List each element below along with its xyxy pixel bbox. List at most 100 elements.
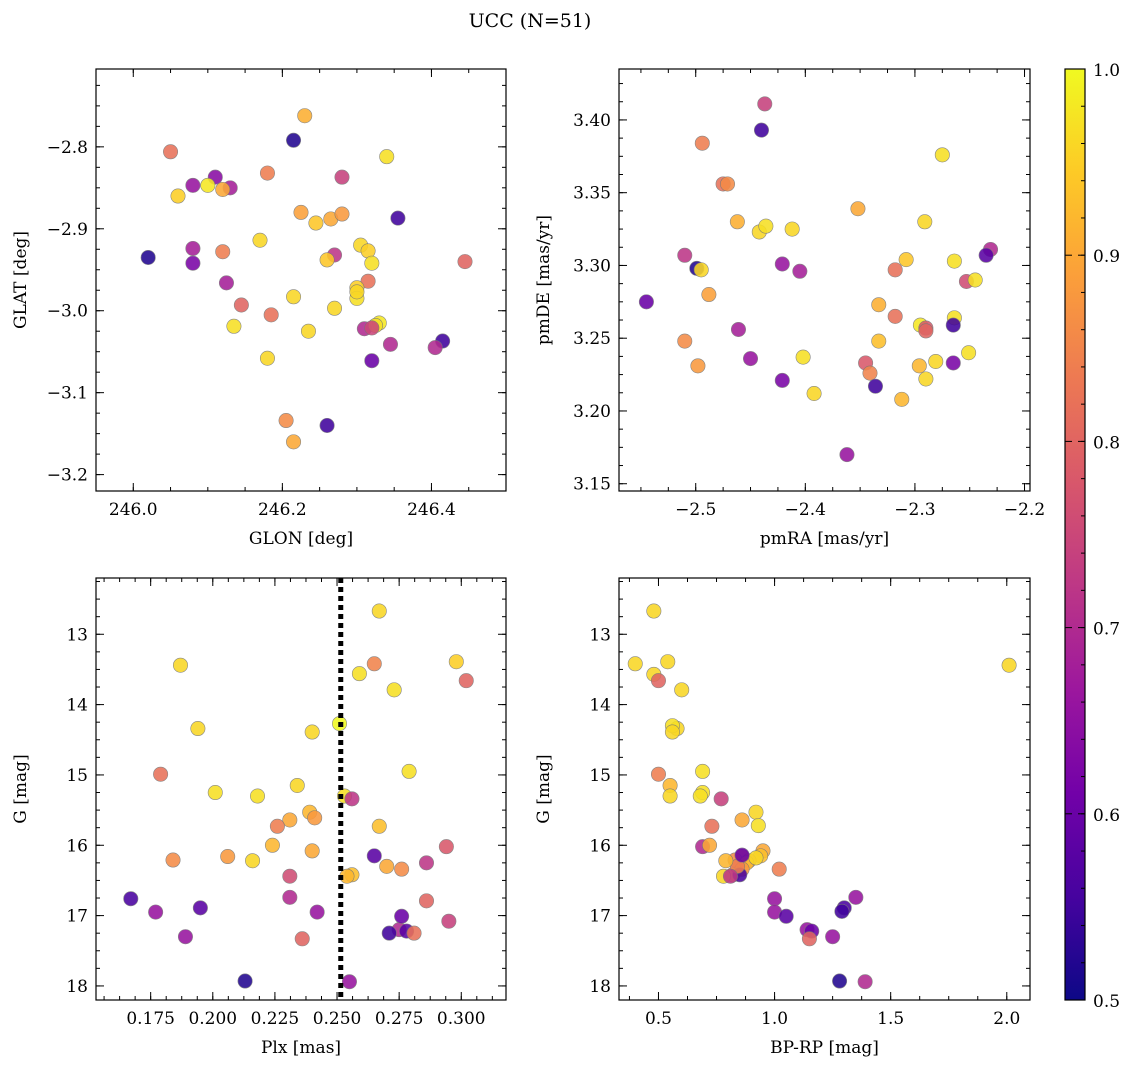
data-point	[192, 900, 208, 916]
y-tick-label: 3.20	[573, 402, 611, 422]
x-axis-label: Plx [mas]	[261, 1038, 341, 1058]
x-tick-label: 0.175	[126, 1009, 175, 1029]
data-point	[702, 837, 718, 853]
data-point	[694, 135, 710, 151]
data-point	[282, 889, 298, 905]
data-point	[978, 247, 994, 263]
data-point	[650, 673, 666, 689]
x-tick-label: 246.2	[258, 500, 307, 520]
data-point	[297, 108, 313, 124]
colorbar-gradient	[1064, 68, 1086, 1001]
data-point	[918, 323, 934, 339]
data-point	[170, 188, 186, 204]
data-point	[704, 818, 720, 834]
data-point	[801, 931, 817, 947]
data-point	[729, 214, 745, 230]
data-point	[701, 287, 717, 303]
y-tick-label: 13	[66, 625, 88, 645]
data-point	[638, 294, 654, 310]
y-tick-label: 14	[589, 696, 611, 716]
data-point	[887, 308, 903, 324]
y-tick-label: 14	[66, 696, 88, 716]
data-point	[341, 974, 357, 990]
data-point	[379, 858, 395, 874]
data-point	[252, 232, 268, 248]
data-point	[692, 788, 708, 804]
data-point	[928, 353, 944, 369]
axes-frame	[95, 577, 507, 1001]
data-point	[753, 122, 769, 138]
data-point	[1001, 657, 1017, 673]
y-axis-label: pmDE [mas/yr]	[534, 215, 554, 345]
data-point	[743, 351, 759, 367]
data-point	[401, 763, 417, 779]
data-point	[627, 656, 643, 672]
data-point	[945, 355, 961, 371]
data-point	[406, 925, 422, 941]
data-point	[720, 176, 736, 192]
data-point	[289, 777, 305, 793]
y-tick-label: 16	[66, 836, 88, 856]
x-axis-label: GLON [deg]	[249, 529, 353, 549]
data-point	[394, 908, 410, 924]
data-point	[713, 791, 729, 807]
data-point	[334, 169, 350, 185]
y-tick-label: −3.2	[47, 466, 88, 486]
y-axis-label: GLAT [deg]	[11, 231, 31, 329]
data-point	[832, 973, 848, 989]
y-tick-label: 18	[589, 977, 611, 997]
data-point	[718, 853, 734, 869]
data-point	[677, 247, 693, 263]
x-tick-label: −2.2	[1004, 500, 1045, 520]
data-point	[237, 973, 253, 989]
data-point	[215, 244, 231, 260]
x-tick-label: −2.3	[894, 500, 935, 520]
data-point	[784, 221, 800, 237]
y-tick-label: −2.9	[47, 220, 88, 240]
x-tick-label: 1.5	[877, 1009, 904, 1029]
data-point	[300, 323, 316, 339]
data-point	[660, 654, 676, 670]
data-point	[690, 358, 706, 374]
data-point	[662, 788, 678, 804]
data-point	[792, 263, 808, 279]
data-point	[757, 96, 773, 112]
y-tick-label: 18	[66, 977, 88, 997]
data-point	[722, 868, 738, 884]
x-tick-label: 246.4	[407, 500, 456, 520]
colorbar-tick-label: 0.5	[1093, 992, 1120, 1012]
data-point	[233, 297, 249, 313]
data-point	[730, 321, 746, 337]
data-point	[758, 218, 774, 234]
y-axis-label: G [mag]	[11, 754, 31, 823]
data-point	[871, 297, 887, 313]
data-point	[394, 861, 410, 877]
data-point	[304, 724, 320, 740]
data-point	[190, 721, 206, 737]
data-point	[427, 340, 443, 356]
data-point	[650, 766, 666, 782]
data-point	[911, 358, 927, 374]
data-point	[304, 843, 320, 859]
y-tick-label: 15	[589, 766, 611, 786]
y-tick-label: 3.35	[573, 184, 611, 204]
y-tick-label: −2.8	[47, 138, 88, 158]
data-point	[264, 837, 280, 853]
data-point	[293, 204, 309, 220]
data-point	[123, 891, 139, 907]
data-point	[334, 206, 350, 222]
data-point	[839, 447, 855, 463]
data-point	[177, 929, 193, 945]
y-tick-label: 13	[589, 625, 611, 645]
data-point	[961, 345, 977, 361]
data-point	[259, 165, 275, 181]
data-point	[418, 893, 434, 909]
axes-frame	[95, 68, 507, 492]
data-point	[457, 254, 473, 270]
data-point	[245, 853, 261, 869]
data-point	[250, 788, 266, 804]
data-point	[674, 682, 690, 698]
data-point	[309, 904, 325, 920]
data-point	[282, 868, 298, 884]
